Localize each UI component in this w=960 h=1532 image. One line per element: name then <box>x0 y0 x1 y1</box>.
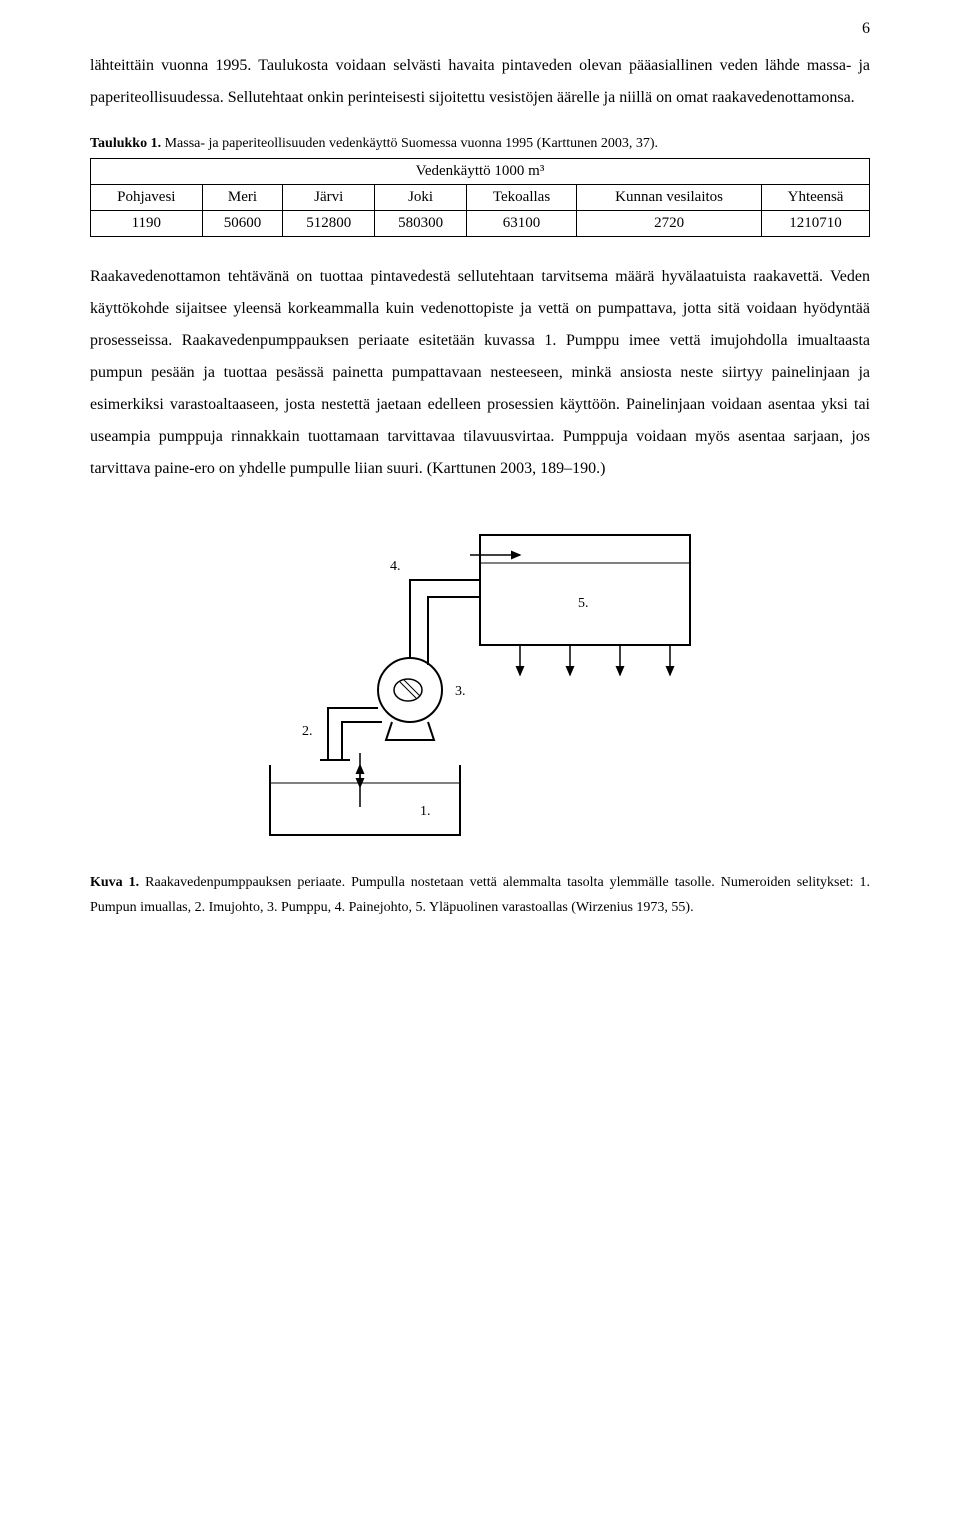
table-caption: Taulukko 1. Massa- ja paperiteollisuuden… <box>90 136 870 152</box>
paragraph-1: lähteittäin vuonna 1995. Taulukosta void… <box>90 50 870 114</box>
table-cell: 1190 <box>91 211 203 237</box>
table-header-row: Pohjavesi Meri Järvi Joki Tekoallas Kunn… <box>91 185 870 211</box>
table-cell: 580300 <box>375 211 467 237</box>
page: 6 lähteittäin vuonna 1995. Taulukosta vo… <box>0 0 960 994</box>
paragraph-2: Raakavedenottamon tehtävänä on tuottaa p… <box>90 261 870 485</box>
table-header: Meri <box>202 185 283 211</box>
table-cell: 512800 <box>283 211 375 237</box>
figure-caption-label: Kuva 1. <box>90 875 139 890</box>
table-title-row: Vedenkäyttö 1000 m³ <box>91 159 870 185</box>
table-cell: 63100 <box>467 211 577 237</box>
figure-caption-text: Raakavedenpumppauksen periaate. Pumpulla… <box>90 875 870 915</box>
table-caption-label: Taulukko 1. <box>90 136 161 151</box>
table-header: Joki <box>375 185 467 211</box>
pump-schematic-icon: 1. 2. 3. 4. 5. <box>260 515 700 845</box>
table-header: Järvi <box>283 185 375 211</box>
table-row: 1190 50600 512800 580300 63100 2720 1210… <box>91 211 870 237</box>
table-cell: 2720 <box>577 211 762 237</box>
table-header: Kunnan vesilaitos <box>577 185 762 211</box>
table-cell: 50600 <box>202 211 283 237</box>
svg-text:2.: 2. <box>302 724 313 739</box>
svg-text:3.: 3. <box>455 684 466 699</box>
table-caption-text: Massa- ja paperiteollisuuden vedenkäyttö… <box>161 136 658 151</box>
svg-text:5.: 5. <box>578 596 589 611</box>
svg-text:4.: 4. <box>390 559 401 574</box>
table-cell: 1210710 <box>762 211 870 237</box>
table-header: Tekoallas <box>467 185 577 211</box>
figure-caption: Kuva 1. Raakavedenpumppauksen periaate. … <box>90 870 870 920</box>
table-header: Pohjavesi <box>91 185 203 211</box>
table-header: Yhteensä <box>762 185 870 211</box>
table-title: Vedenkäyttö 1000 m³ <box>91 159 870 185</box>
svg-text:1.: 1. <box>420 804 431 819</box>
figure-1: 1. 2. 3. 4. 5. <box>90 515 870 850</box>
water-use-table: Vedenkäyttö 1000 m³ Pohjavesi Meri Järvi… <box>90 158 870 237</box>
page-number: 6 <box>862 20 870 38</box>
